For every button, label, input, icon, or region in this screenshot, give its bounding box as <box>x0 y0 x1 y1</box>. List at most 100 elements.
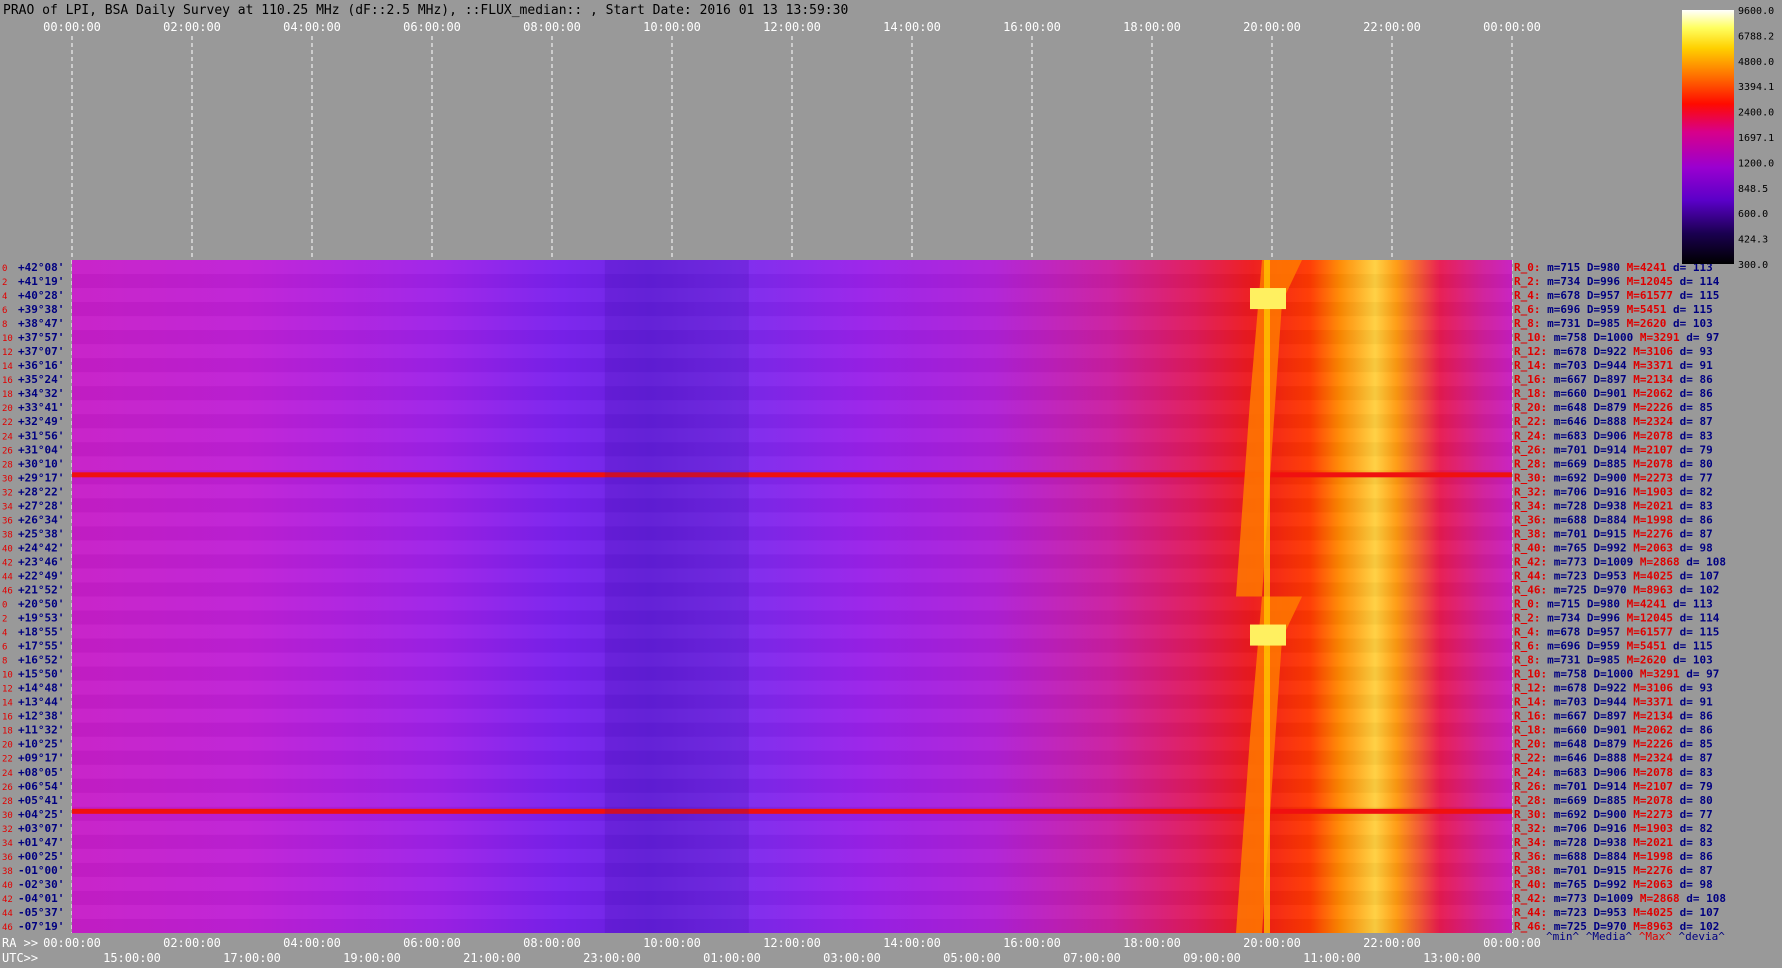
top-tick-label: 02:00:00 <box>163 20 221 34</box>
row-stat: R_0: m=715 D=980 M=4241 d= 113 <box>1514 598 1713 611</box>
row-index: 22 <box>2 755 13 765</box>
source-burst <box>1250 624 1286 646</box>
utc-tick-label: 09:00:00 <box>1183 951 1241 965</box>
row-index: 28 <box>2 797 13 807</box>
utc-tick-label: 11:00:00 <box>1303 951 1361 965</box>
heatmap-row <box>72 288 1512 302</box>
utc-tick-label: 05:00:00 <box>943 951 1001 965</box>
row-index: 14 <box>2 362 13 372</box>
heatmap-row <box>72 582 1512 596</box>
declination-label: +35°24' <box>18 373 64 386</box>
row-index: 30 <box>2 474 13 484</box>
row-stat: R_30: m=692 D=900 M=2273 d= 77 <box>1514 808 1713 821</box>
row-stat: R_40: m=765 D=992 M=2063 d= 98 <box>1514 878 1713 891</box>
row-index: 22 <box>2 418 13 428</box>
ra-tick-label: 12:00:00 <box>763 936 821 950</box>
declination-label: +30°10' <box>18 457 64 470</box>
heatmap-row <box>72 751 1512 765</box>
row-index: 6 <box>2 643 7 653</box>
declination-label: +31°56' <box>18 429 64 442</box>
row-stat: R_20: m=648 D=879 M=2226 d= 85 <box>1514 738 1713 751</box>
row-stat: R_18: m=660 D=901 M=2062 d= 86 <box>1514 724 1713 737</box>
ra-tick-label: 18:00:00 <box>1123 936 1181 950</box>
row-stat: R_4: m=678 D=957 M=61577 d= 115 <box>1514 289 1719 302</box>
declination-label: +38°47' <box>18 317 64 330</box>
declination-label: +11°32' <box>18 724 64 737</box>
row-stat: R_6: m=696 D=959 M=5451 d= 115 <box>1514 303 1713 316</box>
ra-tick-label: 16:00:00 <box>1003 936 1061 950</box>
ra-tick-label: 02:00:00 <box>163 936 221 950</box>
declination-label: +14°48' <box>18 682 64 695</box>
heatmap-row <box>72 428 1512 442</box>
row-stat: R_40: m=765 D=992 M=2063 d= 98 <box>1514 541 1713 554</box>
heatmap-row <box>72 386 1512 400</box>
row-index: 8 <box>2 657 7 667</box>
colorbar-tick-label: 2400.0 <box>1738 108 1774 119</box>
row-stat: R_44: m=723 D=953 M=4025 d= 107 <box>1514 569 1719 582</box>
top-tick-label: 06:00:00 <box>403 20 461 34</box>
row-stat: R_32: m=706 D=916 M=1903 d= 82 <box>1514 485 1713 498</box>
declination-label: +06°54' <box>18 780 64 793</box>
colorbar-tick-label: 424.3 <box>1738 235 1768 246</box>
declination-label: +32°49' <box>18 415 64 428</box>
declination-label: -01°00' <box>18 864 64 877</box>
utc-tick-label: 01:00:00 <box>703 951 761 965</box>
declination-labels: 0 +42°08' 2 +41°19' 4 +40°28' 6 +39°38' 8 +38°47'… <box>2 261 64 933</box>
heatmap-row <box>72 512 1512 526</box>
row-index: 42 <box>2 895 13 905</box>
declination-label: +25°38' <box>18 527 64 540</box>
declination-label: +16°52' <box>18 654 64 667</box>
declination-label: +28°22' <box>18 485 64 498</box>
heatmap-row <box>72 919 1512 933</box>
heatmap-row <box>72 414 1512 428</box>
ra-tick-label: 10:00:00 <box>643 936 701 950</box>
declination-label: +31°04' <box>18 443 64 456</box>
top-tick-label: 14:00:00 <box>883 20 941 34</box>
top-tick-label: 22:00:00 <box>1363 20 1421 34</box>
declination-label: +29°17' <box>18 471 64 484</box>
declination-label: +20°50' <box>18 598 64 611</box>
row-index: 34 <box>2 839 13 849</box>
colorbar-tick-label: 300.0 <box>1738 260 1768 271</box>
row-index: 16 <box>2 713 13 723</box>
row-stat: R_30: m=692 D=900 M=2273 d= 77 <box>1514 471 1713 484</box>
declination-label: +00°25' <box>18 850 64 863</box>
declination-label: +17°55' <box>18 640 64 653</box>
top-tick-label: 18:00:00 <box>1123 20 1181 34</box>
row-index: 6 <box>2 306 7 316</box>
declination-label: +05°41' <box>18 794 64 807</box>
source-spike <box>1264 596 1270 933</box>
declination-label: +37°57' <box>18 331 64 344</box>
row-stat: R_34: m=728 D=938 M=2021 d= 83 <box>1514 836 1713 849</box>
row-stat: R_16: m=667 D=897 M=2134 d= 86 <box>1514 710 1713 723</box>
declination-label: -07°19' <box>18 920 64 933</box>
row-index: 24 <box>2 432 13 442</box>
heatmap-row <box>72 400 1512 414</box>
cold-sky-region <box>604 260 749 933</box>
heatmap-row <box>72 372 1512 386</box>
colorbar-tick-label: 1200.0 <box>1738 158 1774 169</box>
row-stat: R_22: m=646 D=888 M=2324 d= 87 <box>1514 415 1713 428</box>
row-index: 0 <box>2 264 7 274</box>
row-stat: R_36: m=688 D=884 M=1998 d= 86 <box>1514 513 1713 526</box>
heatmap-row <box>72 863 1512 877</box>
interference-line <box>72 472 1512 478</box>
row-index: 46 <box>2 586 13 596</box>
heatmap-row <box>72 526 1512 540</box>
utc-tick-label: 19:00:00 <box>343 951 401 965</box>
declination-label: +26°34' <box>18 513 64 526</box>
row-index: 2 <box>2 615 7 625</box>
declination-label: +24°42' <box>18 541 64 554</box>
row-index: 26 <box>2 446 13 456</box>
top-tick-label: 10:00:00 <box>643 20 701 34</box>
top-tick-label: 08:00:00 <box>523 20 581 34</box>
row-index: 14 <box>2 699 13 709</box>
ra-tick-label: 22:00:00 <box>1363 936 1421 950</box>
colorbar-tick-label: 4800.0 <box>1738 57 1774 68</box>
colorbar-tick-label: 3394.1 <box>1738 82 1774 93</box>
declination-label: +18°55' <box>18 626 64 639</box>
row-index: 18 <box>2 727 13 737</box>
row-stat: R_38: m=701 D=915 M=2276 d= 87 <box>1514 527 1713 540</box>
